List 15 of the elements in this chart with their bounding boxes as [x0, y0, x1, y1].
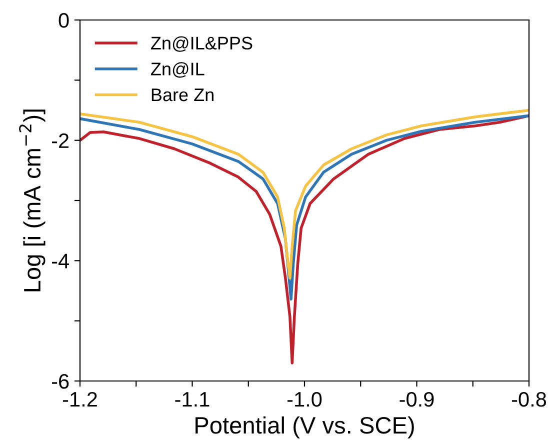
- x-tick-label: -0.9: [400, 392, 434, 407]
- y-axis-title: Log [i (mA cm$^{−2}$)]: [19, 110, 46, 292]
- line-series: [80, 114, 529, 364]
- legend-label: Zn@IL: [150, 62, 204, 78]
- x-tick-label: -1.0: [287, 392, 322, 407]
- y-tick-label: 0: [58, 13, 69, 28]
- y-tick-label: -2: [52, 133, 69, 148]
- legend-label: Bare Zn: [152, 88, 214, 102]
- x-axis-title: Potential (V vs. SCE): [196, 416, 414, 438]
- y-tick-label: -4: [52, 254, 69, 268]
- x-tick-label: -1.2: [62, 392, 97, 407]
- x-tick-label: -1.1: [175, 392, 210, 407]
- x-tick-label: -0.8: [512, 392, 546, 407]
- y-tick-label: -6: [52, 374, 69, 389]
- legend-label: Zn@IL&PPS: [150, 36, 252, 52]
